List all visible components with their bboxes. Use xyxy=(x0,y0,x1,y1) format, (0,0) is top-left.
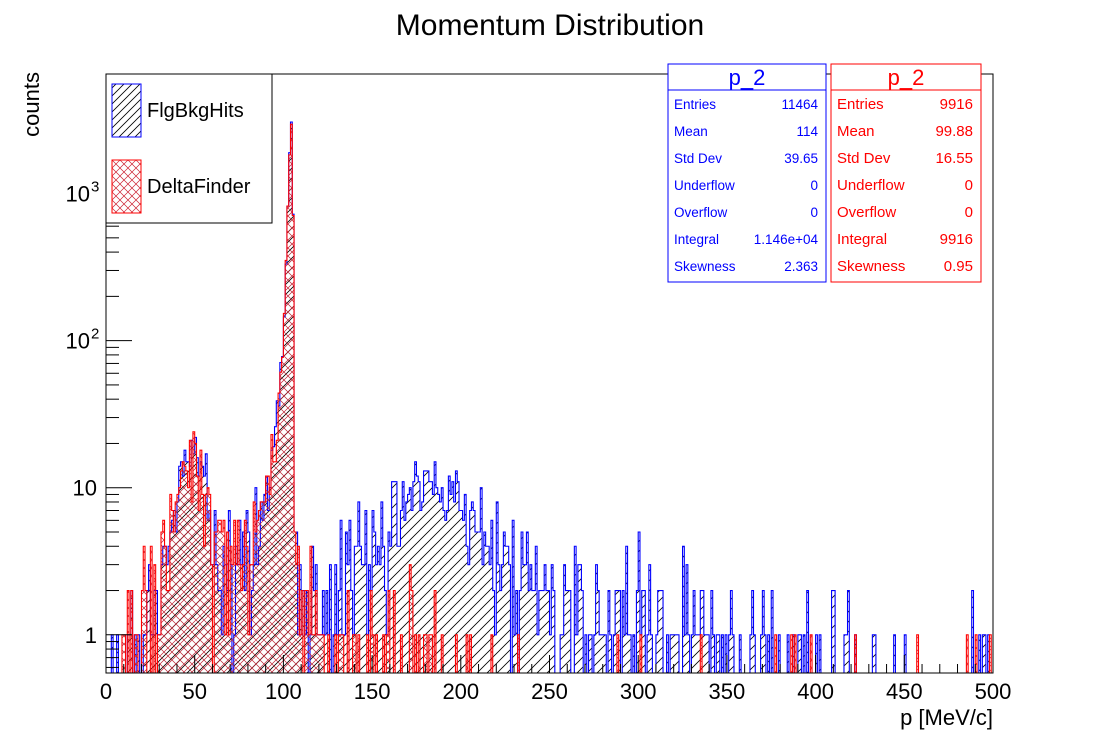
x-tick-label: 450 xyxy=(886,679,923,704)
stats-row-value: 0 xyxy=(965,204,973,221)
y-tick-label: 10 xyxy=(66,182,90,207)
x-tick-label: 250 xyxy=(531,679,568,704)
stats-row-label: Skewness xyxy=(674,259,736,274)
legend-label-deltafinder: DeltaFinder xyxy=(147,176,251,198)
stats-row-value: 0 xyxy=(810,205,818,220)
histogram-series-deltafinder xyxy=(121,123,992,673)
stats-box-title: p_2 xyxy=(729,65,766,90)
stats-row-label: Entries xyxy=(674,97,716,112)
stats-row-value: 9916 xyxy=(940,96,973,113)
stats-row-label: Mean xyxy=(837,123,875,140)
x-tick-label: 200 xyxy=(442,679,479,704)
legend: FlgBkgHits DeltaFinder xyxy=(105,73,273,224)
y-tick-label: 10 xyxy=(73,476,97,501)
stats-row-label: Integral xyxy=(837,231,887,248)
stats-box-frame xyxy=(667,63,827,283)
stats-box-blue: p_2 Entries 11464 Mean 114 Std Dev 39.65 Underf… xyxy=(667,63,827,283)
stats-row-label: Skewness xyxy=(837,258,905,275)
stats-row-label: Std Dev xyxy=(674,151,722,166)
x-tick-label: 100 xyxy=(265,679,302,704)
stats-box-frame xyxy=(830,63,982,283)
stats-row-value: 114 xyxy=(796,124,818,139)
stats-row-value: 9916 xyxy=(940,231,973,248)
stats-row-label: Overflow xyxy=(837,204,896,221)
stats-row-value: 16.55 xyxy=(935,150,973,167)
y-tick-label: 1 xyxy=(85,623,97,648)
legend-swatch-flgbkghits xyxy=(111,83,142,138)
stats-row-label: Mean xyxy=(674,124,708,139)
stats-row-label: Underflow xyxy=(837,177,905,194)
x-tick-label: 350 xyxy=(709,679,746,704)
x-tick-label: 300 xyxy=(620,679,657,704)
stats-row-value: 0.95 xyxy=(944,258,973,275)
legend-label-flgbkghits: FlgBkgHits xyxy=(147,100,244,122)
stats-row-value: 99.88 xyxy=(935,123,973,140)
x-tick-label: 400 xyxy=(797,679,834,704)
stats-row-label: Underflow xyxy=(674,178,735,193)
stats-row-value: 39.65 xyxy=(784,151,818,166)
stats-box-title: p_2 xyxy=(888,65,925,90)
plot-area xyxy=(110,121,992,673)
stats-row-value: 1.146e+04 xyxy=(754,232,819,247)
x-tick-label: 0 xyxy=(100,679,112,704)
stats-row-label: Overflow xyxy=(674,205,728,220)
x-tick-label: 150 xyxy=(354,679,391,704)
x-axis: 0 50 100 150 200 250 300 350 400 450 500 xyxy=(100,655,1011,704)
stats-row-value: 2.363 xyxy=(784,259,818,274)
stats-row-label: Integral xyxy=(674,232,719,247)
stats-row-label: Entries xyxy=(837,96,884,113)
y-tick-exponent: 3 xyxy=(91,179,99,196)
stats-row-value: 0 xyxy=(810,178,818,193)
stats-row-value: 11464 xyxy=(781,97,818,112)
x-axis-label: p [MeV/c] xyxy=(900,705,993,730)
stats-row-label: Std Dev xyxy=(837,150,891,167)
y-tick-exponent: 2 xyxy=(91,326,99,343)
y-axis-label: counts xyxy=(19,72,44,137)
y-tick-label: 10 xyxy=(66,329,90,354)
x-tick-label: 500 xyxy=(975,679,1012,704)
x-tick-label: 50 xyxy=(182,679,206,704)
chart-title: Momentum Distribution xyxy=(396,9,704,42)
legend-swatch-deltafinder xyxy=(111,159,142,214)
stats-row-value: 0 xyxy=(965,177,973,194)
